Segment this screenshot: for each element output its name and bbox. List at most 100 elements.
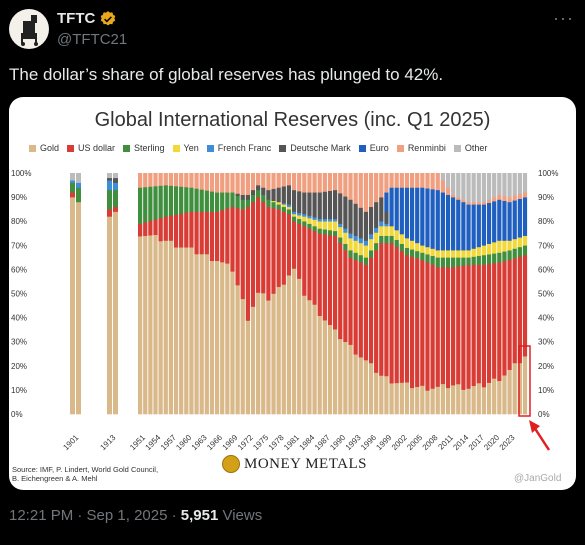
bar-1978-franc	[281, 203, 286, 205]
bar-2021-yen	[502, 240, 507, 252]
bar-1958-rmb	[179, 173, 184, 187]
bar-1990-usd	[343, 250, 348, 342]
bar-1983-usd	[307, 228, 312, 301]
bar-1968-rmb	[230, 173, 235, 193]
bar-1992-rmb	[353, 173, 358, 204]
bar-1959-rmb	[184, 173, 189, 188]
bar-1989-usd	[338, 242, 343, 340]
bar-1998-gold	[384, 375, 389, 415]
bar-1972-gold	[250, 306, 256, 415]
verified-badge-icon	[100, 11, 116, 26]
bar-1954-rmb	[158, 173, 163, 186]
bar-1971-gold	[245, 320, 250, 415]
bar-1989-yen	[338, 226, 343, 238]
bar-2022-rmb	[507, 197, 512, 203]
chart-title: Global International Reserves (inc. Q1 2…	[94, 109, 491, 131]
bar-1994-franc	[363, 240, 369, 246]
timestamp[interactable]: 12:21 PM · Sep 1, 2025 ·	[9, 507, 181, 524]
y-tick-label-left: 80%	[11, 217, 27, 226]
bar-2004-usd	[415, 258, 420, 387]
bar-1996-yen	[374, 232, 379, 244]
user-handle[interactable]: @TFTC21	[57, 31, 128, 48]
bar-1983-sterling	[307, 223, 312, 229]
bar-2009-other	[440, 173, 445, 181]
bar-1960-rmb	[189, 173, 194, 188]
y-tick-label-right: 70%	[538, 241, 554, 250]
bar-2021-other	[502, 173, 507, 197]
bar-1956-gold	[168, 240, 174, 415]
bar-1999-rmb	[389, 173, 394, 188]
chart-legend: Gold US dollar Sterling Yen French Franc Deut…	[29, 143, 487, 153]
bar-2021-sterling	[502, 251, 507, 262]
bar-2014-rmb	[466, 201, 471, 205]
bar-1979-franc	[286, 204, 292, 208]
bar-1992-usd	[353, 259, 358, 355]
bar-2013-sterling	[461, 257, 466, 266]
bar-1984-gold	[312, 304, 317, 415]
bar-1954-usd	[158, 217, 163, 242]
bar-2025-euro	[522, 197, 528, 236]
bar-2002-euro	[404, 187, 410, 239]
bar-2008-usd	[435, 266, 440, 387]
tweet-footer: 12:21 PM · Sep 1, 2025 · 5,951 Views	[9, 507, 262, 524]
bar-1995-gold	[368, 362, 374, 415]
legend-swatch-gold	[29, 144, 36, 152]
bar-1994-usd	[363, 264, 369, 361]
bar-1994-dmark	[363, 211, 369, 241]
bar-1961-usd	[194, 211, 199, 255]
bar-1899-franc	[70, 180, 75, 183]
bar-1911-usd	[107, 209, 112, 217]
bar-2019-sterling	[492, 253, 497, 264]
bar-2009-usd	[440, 266, 445, 385]
display-name[interactable]: TFTC	[57, 10, 96, 27]
bar-1969-dmark	[235, 193, 240, 197]
bar-1970-rmb	[240, 173, 245, 195]
y-tick-label-right: 30%	[538, 338, 554, 347]
bar-1965-sterling	[214, 192, 220, 212]
bar-2023-other	[512, 173, 517, 196]
bar-1978-gold	[281, 284, 286, 415]
bar-2019-yen	[492, 242, 497, 254]
bar-2015-usd	[471, 264, 476, 387]
bar-1965-usd	[214, 211, 220, 262]
bar-1970-usd	[240, 209, 245, 300]
bar-2008-sterling	[435, 257, 440, 268]
bar-1978-rmb	[281, 173, 286, 187]
bar-1971-rmb	[245, 173, 250, 195]
legend-item-other: Other	[453, 143, 487, 153]
legend-swatch-franc	[206, 144, 214, 152]
bar-2017-rmb	[481, 201, 487, 205]
bar-1982-usd	[302, 226, 307, 296]
y-tick-label-left: 10%	[11, 386, 27, 395]
bar-1984-dmark	[312, 192, 317, 218]
legend-item-sterling: Sterling	[123, 143, 165, 153]
bar-2019-usd	[492, 262, 497, 379]
bar-1976-gold	[271, 293, 276, 415]
x-tick-label: 2008	[421, 433, 440, 452]
bar-2018-sterling	[486, 254, 492, 265]
bar-1993-yen	[358, 242, 363, 256]
bar-1965-rmb	[214, 173, 220, 193]
bar-2004-gold	[415, 386, 420, 415]
more-options-icon[interactable]: ···	[553, 8, 574, 28]
bar-1981-yen	[297, 215, 302, 220]
bar-2015-other	[471, 173, 476, 203]
bar-1956-sterling	[168, 185, 174, 216]
bar-2014-gold	[466, 388, 471, 415]
bar-1955-usd	[163, 216, 168, 241]
bar-1981-sterling	[297, 218, 302, 224]
bar-2004-sterling	[415, 250, 420, 259]
bar-1955-sterling	[163, 185, 168, 217]
bar-2022-sterling	[507, 250, 512, 261]
bar-1977-rmb	[276, 173, 281, 188]
bar-1966-rmb	[220, 173, 225, 193]
bar-2001-yen	[399, 234, 404, 244]
watermark: @JanGold	[514, 473, 562, 484]
y-tick-label-left: 90%	[11, 193, 27, 202]
bar-2001-euro	[399, 187, 404, 235]
bar-1981-rmb	[297, 173, 302, 192]
avatar[interactable]	[9, 9, 49, 49]
bar-2016-other	[476, 173, 481, 203]
bar-2000-gold	[394, 382, 399, 415]
tweet-image[interactable]: Global International Reserves (inc. Q1 2…	[9, 97, 576, 490]
